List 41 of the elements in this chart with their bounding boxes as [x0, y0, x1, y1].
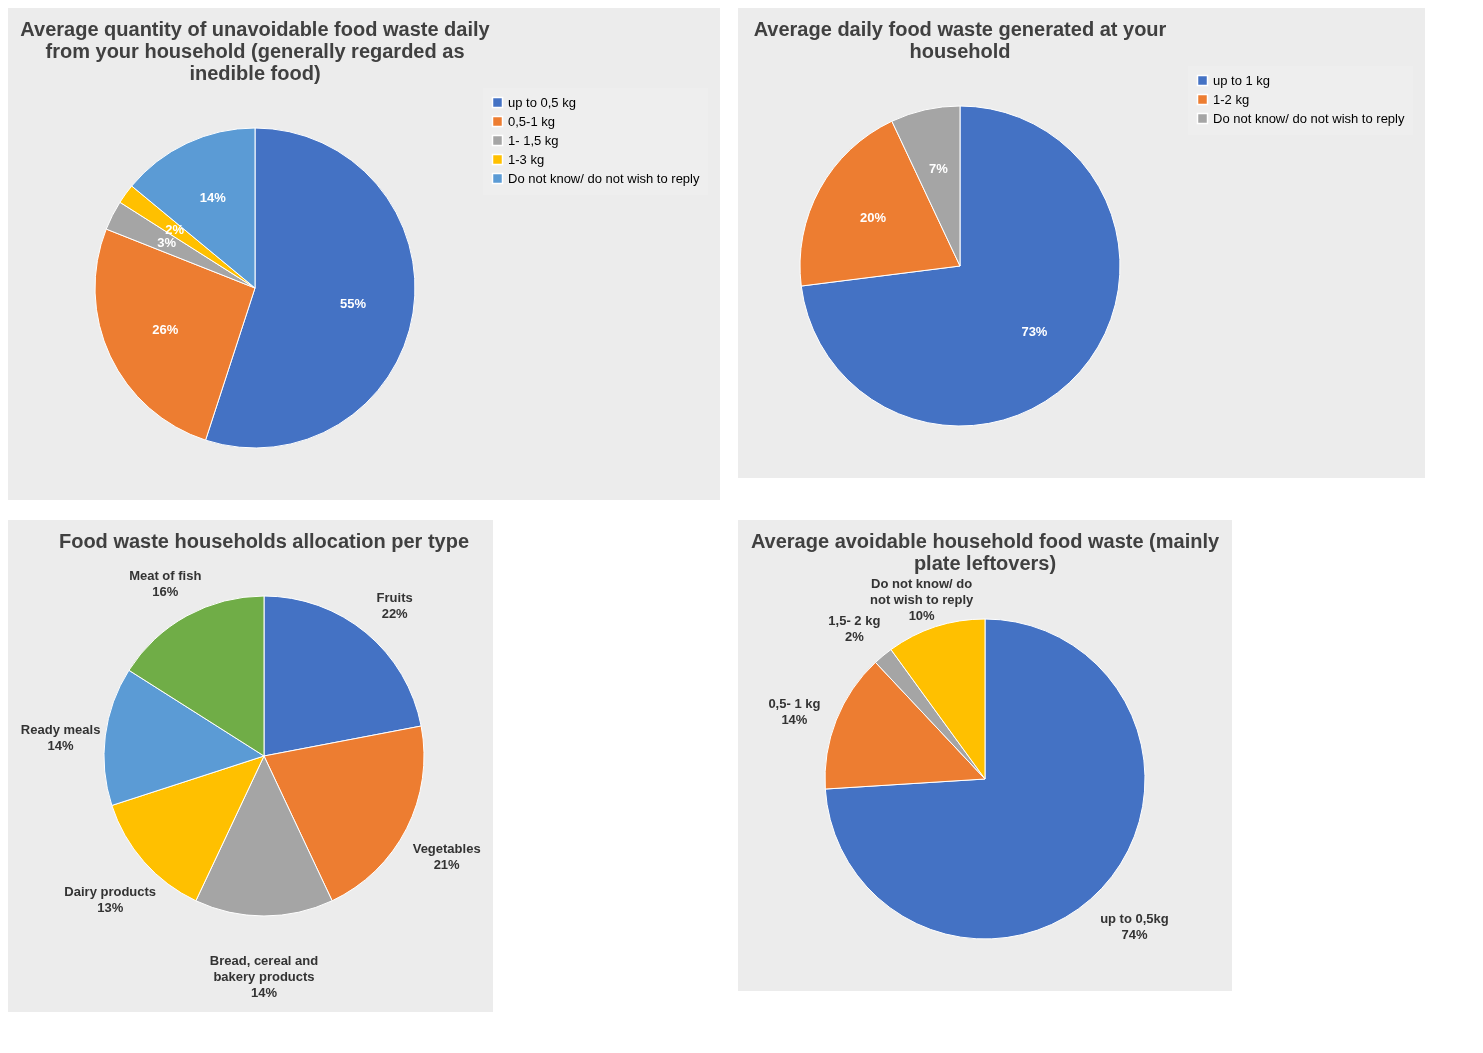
chart-title: Food waste households allocation per type [58, 530, 470, 552]
data-label: 10% [908, 608, 936, 624]
legend-label: Do not know/ do not wish to reply [1213, 110, 1405, 126]
slice-label: Meat of fish [129, 568, 202, 584]
data-label: 22% [381, 606, 409, 622]
legend-label: 1-3 kg [508, 151, 545, 167]
data-label: 21% [433, 857, 461, 873]
slice-label: Ready meals [20, 722, 101, 738]
pie-slice [800, 105, 1121, 427]
slice-label: 0,5- 1 kg [768, 695, 821, 711]
data-label: 7% [928, 161, 949, 177]
legend-label: Do not know/ do not wish to reply [508, 170, 700, 186]
data-label: 26% [152, 322, 179, 338]
slice-label: Fruits [376, 590, 413, 606]
slice-label: up to 0,5kg [1100, 911, 1169, 927]
data-label: 14% [47, 738, 75, 754]
legend-label: 1- 1,5 kg [508, 132, 559, 148]
data-label: 16% [152, 584, 179, 600]
legend-label: 0,5-1 kg [508, 113, 555, 129]
legend-label: 1-2 kg [1213, 91, 1250, 107]
data-label: 14% [199, 190, 227, 206]
chart-title: Average daily food waste generated at your household [753, 18, 1167, 62]
slice-label: Bread, cereal and bakery products [209, 953, 319, 984]
data-label: 2% [165, 221, 185, 237]
data-label: 73% [1021, 323, 1048, 339]
slice-label: Do not know/ do not wish to reply [870, 576, 975, 608]
slice-label: Vegetables [412, 841, 481, 857]
data-label: 13% [97, 899, 124, 915]
data-label: 74% [1121, 927, 1148, 943]
legend-label: up to 1 kg [1213, 72, 1271, 88]
data-label: 2% [844, 629, 865, 645]
legend-label: up to 0,5 kg [508, 94, 576, 110]
data-label: 14% [250, 985, 278, 1000]
slice-label: 1,5- 2 kg [828, 613, 881, 629]
chart-title: Average quantity of unavoidable food waste daily from your household (generally regarded as inedible food) [20, 18, 491, 84]
data-label: 14% [781, 711, 808, 727]
data-label: 3% [157, 234, 177, 250]
data-label: 20% [860, 210, 887, 226]
chart-title: Average avoidable household food waste (mainly plate leftovers) [750, 530, 1220, 575]
data-label: 55% [339, 295, 367, 311]
slice-label: Dairy products [64, 883, 157, 899]
